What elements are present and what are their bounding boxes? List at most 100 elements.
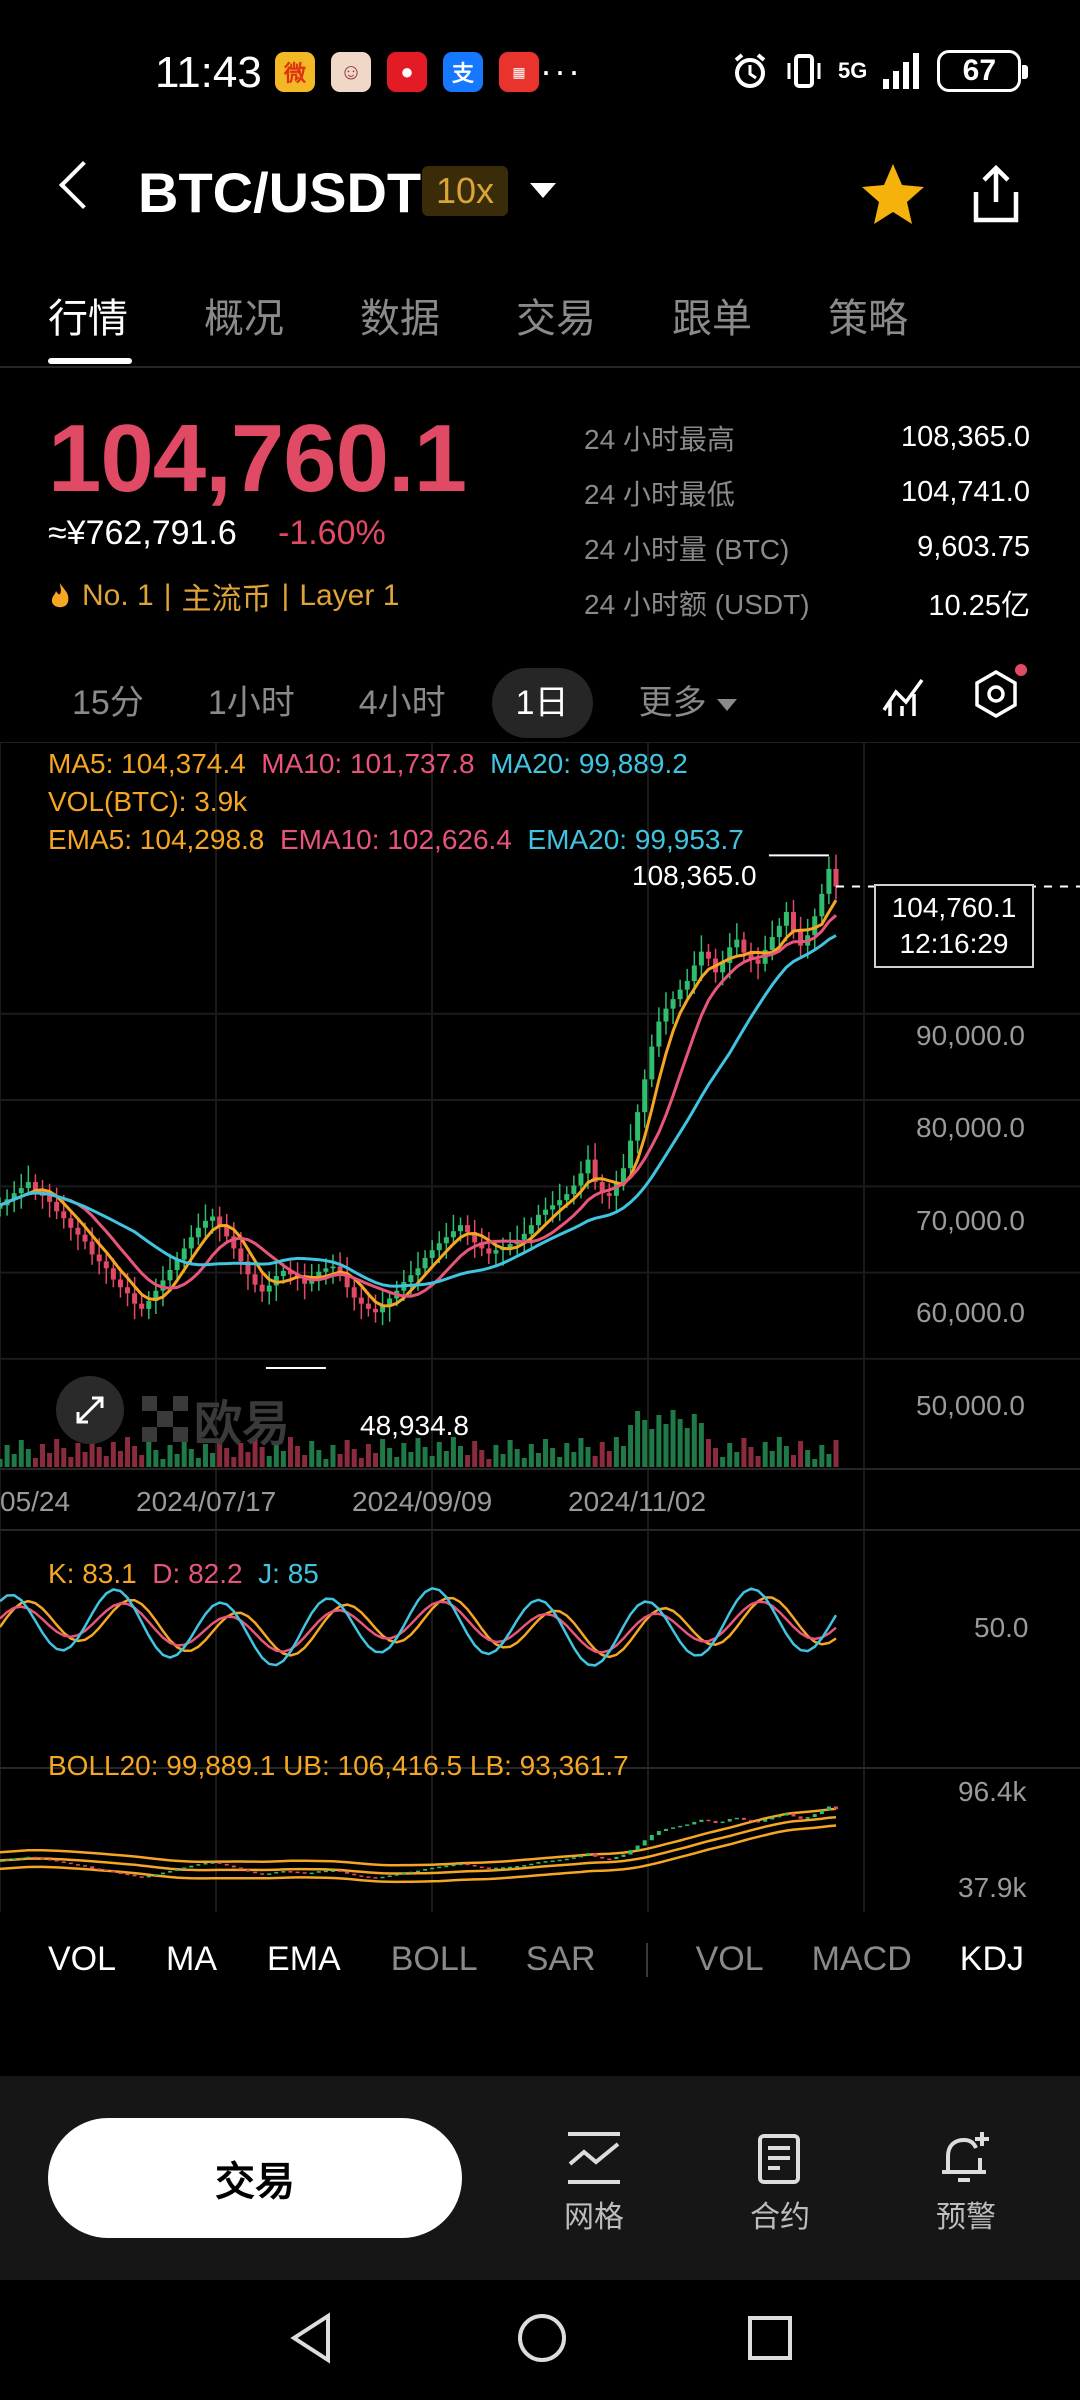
- interval-more[interactable]: 更多: [607, 668, 769, 738]
- candle-body: [677, 989, 683, 1000]
- candle-body: [82, 1234, 88, 1242]
- boll-candle: [26, 1856, 31, 1859]
- boll-candle: [224, 1863, 229, 1866]
- leverage-badge[interactable]: 10x: [422, 166, 509, 216]
- candle-body: [415, 1268, 421, 1276]
- candle-body: [528, 1225, 534, 1234]
- nav-recents-icon[interactable]: [744, 2310, 796, 2366]
- ind-tab-kdj[interactable]: KDJ: [959, 1940, 1024, 1978]
- ind-tab-sub-vol[interactable]: VOL: [695, 1940, 764, 1978]
- y-tick: 50,000.0: [916, 1390, 1025, 1421]
- chevron-down-icon: [716, 699, 737, 712]
- boll-candle: [564, 1858, 569, 1861]
- ind-tab-ema[interactable]: EMA: [267, 1940, 341, 1978]
- interval-15m[interactable]: 15分: [72, 684, 144, 722]
- candle-body: [238, 1248, 244, 1262]
- candle-body: [202, 1220, 208, 1228]
- candle-body: [670, 999, 676, 1009]
- volume-bar: [188, 1449, 194, 1467]
- ema10-value: EMA10: 102,626.4: [279, 824, 512, 855]
- boll-candle: [189, 1865, 194, 1868]
- ind-tab-vol[interactable]: VOL: [48, 1940, 117, 1978]
- volume-bar: [153, 1450, 159, 1467]
- volume-bar: [408, 1452, 414, 1467]
- volume-bar: [32, 1458, 38, 1467]
- candle-body: [543, 1209, 549, 1215]
- watermark-text: 欧易: [194, 1398, 291, 1451]
- system-icons: 5G 67: [730, 50, 1029, 92]
- ind-tab-ma[interactable]: MA: [166, 1940, 218, 1978]
- system-nav-bar: [0, 2280, 1080, 2400]
- volume-bar: [337, 1454, 343, 1467]
- boll-candle: [267, 1873, 272, 1875]
- weibo-icon: 微: [275, 52, 315, 92]
- share-icon[interactable]: [966, 160, 1026, 230]
- candle-body: [32, 1182, 38, 1190]
- boll-candle: [408, 1871, 413, 1874]
- ma20-line: [0, 934, 837, 1288]
- kdj-tick: 50.0: [974, 1612, 1029, 1643]
- candle-body: [181, 1248, 187, 1260]
- candle-body: [61, 1211, 67, 1219]
- tab-trade[interactable]: 交易: [516, 297, 596, 341]
- fullscreen-button[interactable]: [56, 1376, 124, 1444]
- tab-data[interactable]: 数据: [360, 297, 440, 341]
- candle-body: [323, 1268, 329, 1272]
- trade-button[interactable]: 交易: [48, 2118, 462, 2238]
- settings-icon[interactable]: [970, 668, 1022, 720]
- back-icon[interactable]: [58, 160, 108, 210]
- layer-tag[interactable]: Layer 1: [299, 579, 400, 612]
- candle-body: [486, 1248, 492, 1254]
- indicator-icon[interactable]: [880, 672, 926, 718]
- candle-body: [309, 1280, 315, 1284]
- contract-button[interactable]: 合约: [720, 2130, 840, 2236]
- ind-tab-sar[interactable]: SAR: [525, 1940, 596, 1978]
- candle-body: [592, 1159, 598, 1183]
- alert-button[interactable]: 预警: [906, 2130, 1026, 2236]
- boll-candle: [345, 1871, 350, 1874]
- last-price-box[interactable]: 104,760.1 12:16:29: [874, 884, 1034, 968]
- kline-chart[interactable]: [0, 742, 1080, 1912]
- grid-trading-button[interactable]: 网格: [534, 2130, 654, 2236]
- favorite-star-icon[interactable]: [858, 160, 928, 230]
- boll-candle: [713, 1820, 718, 1824]
- candle-body: [571, 1185, 577, 1195]
- ma5-line: [0, 899, 838, 1308]
- rank-tag[interactable]: No. 1: [82, 579, 154, 612]
- candle-body: [458, 1225, 464, 1232]
- alert-bell-icon: [942, 2132, 989, 2182]
- tab-overview[interactable]: 概况: [204, 297, 284, 341]
- candle-body: [790, 911, 796, 931]
- stat-row-volume: 24 小时量 (BTC) 9,603.75: [584, 520, 1030, 575]
- nav-home-icon[interactable]: [514, 2310, 570, 2366]
- boll-candle: [550, 1860, 555, 1863]
- interval-4h[interactable]: 4小时: [358, 684, 446, 722]
- tab-strategy[interactable]: 策略: [828, 297, 908, 341]
- candle-body: [734, 939, 740, 948]
- boll-candle: [139, 1876, 144, 1878]
- candle-body: [720, 962, 726, 973]
- pair-title[interactable]: BTC/USDT: [138, 161, 422, 224]
- interval-1h[interactable]: 1小时: [207, 684, 295, 722]
- volume-bar: [273, 1442, 279, 1467]
- category-tag[interactable]: 主流币: [181, 583, 272, 616]
- boll-candle: [168, 1870, 173, 1873]
- volume-bar: [238, 1443, 244, 1467]
- boll-candle: [217, 1862, 222, 1864]
- interval-1d[interactable]: 1日: [491, 668, 593, 738]
- boll-candle: [635, 1845, 640, 1851]
- kdj-line: [0, 1596, 837, 1659]
- nav-back-icon[interactable]: [286, 2310, 336, 2366]
- candle-body: [280, 1270, 286, 1277]
- ind-tab-boll[interactable]: BOLL: [390, 1940, 478, 1978]
- boll-candle: [614, 1856, 619, 1860]
- boll-candle: [352, 1873, 357, 1876]
- tab-copy[interactable]: 跟单: [672, 297, 752, 341]
- boll-legend: BOLL20: 99,889.1 UB: 106,416.5 LB: 93,36…: [48, 1750, 629, 1781]
- volume-bar: [61, 1448, 67, 1467]
- tab-market[interactable]: 行情: [48, 297, 128, 341]
- ind-tab-macd[interactable]: MACD: [811, 1940, 912, 1978]
- candle-body: [380, 1306, 386, 1313]
- pair-dropdown-icon[interactable]: [530, 183, 556, 198]
- candle-body: [429, 1250, 435, 1258]
